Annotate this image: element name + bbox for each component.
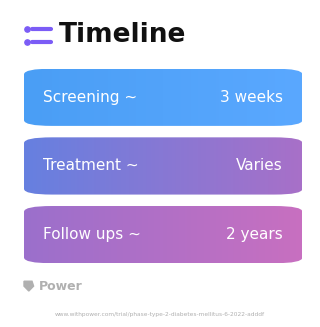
Text: Power: Power (38, 280, 82, 293)
Polygon shape (24, 281, 34, 291)
FancyBboxPatch shape (24, 137, 302, 195)
Text: Timeline: Timeline (59, 22, 187, 48)
Text: 3 weeks: 3 weeks (220, 90, 283, 105)
Text: Screening ~: Screening ~ (44, 90, 138, 105)
Text: Follow ups ~: Follow ups ~ (44, 227, 141, 242)
Text: 2 years: 2 years (226, 227, 283, 242)
FancyBboxPatch shape (24, 69, 302, 126)
Text: www.withpower.com/trial/phase-type-2-diabetes-mellitus-6-2022-adddf: www.withpower.com/trial/phase-type-2-dia… (55, 312, 265, 317)
Text: Varies: Varies (236, 159, 283, 173)
Text: Treatment ~: Treatment ~ (44, 159, 139, 173)
FancyBboxPatch shape (24, 206, 302, 263)
